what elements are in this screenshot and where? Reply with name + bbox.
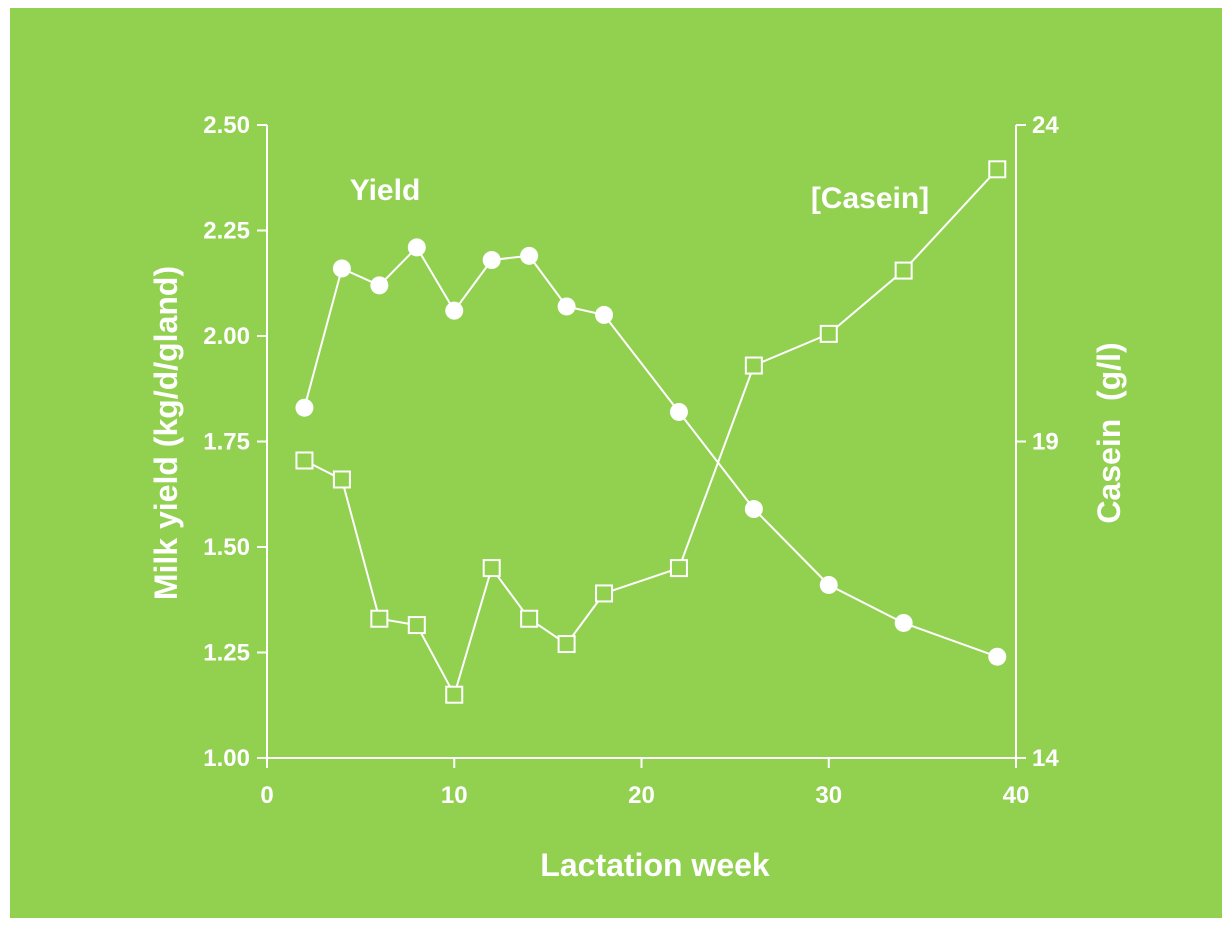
yield-point: [370, 276, 389, 295]
x-tick-label: 40: [1003, 782, 1030, 809]
casein-point: [595, 584, 614, 603]
x-tick-label: 30: [815, 782, 842, 809]
yield-point: [595, 305, 614, 324]
casein-point: [744, 356, 763, 375]
yield-point: [557, 297, 576, 316]
yield-point: [295, 398, 314, 417]
y-tick-label-right: 14: [1032, 745, 1059, 772]
casein-point: [988, 160, 1007, 179]
series-label-yield: Yield: [350, 174, 421, 207]
y-tick-label-left: 2.00: [203, 323, 250, 350]
series-line-yield: [303, 245, 998, 658]
yield-point: [482, 251, 501, 270]
yield-point: [520, 246, 539, 265]
casein-point: [557, 635, 576, 654]
casein-point: [370, 609, 389, 628]
x-axis-title: Lactation week: [540, 847, 770, 883]
y-tick-label-right: 24: [1032, 112, 1059, 139]
yield-point: [445, 301, 464, 320]
yield-point: [988, 647, 1007, 666]
casein-point: [520, 609, 539, 628]
y-tick-label-left: 1.75: [203, 429, 250, 456]
y-tick-label-left: 2.25: [203, 218, 250, 245]
line-chart: 0 10 20 30 40 1.00 1.25 1.50 1.75 2.00 2.25 2.50 14 1…: [148, 112, 1127, 883]
yield-point: [669, 402, 688, 421]
yield-point: [819, 575, 838, 594]
yield-point: [332, 259, 351, 278]
casein-point: [482, 559, 501, 578]
casein-point: [332, 470, 351, 489]
casein-point: [295, 451, 314, 470]
casein-point: [819, 324, 838, 343]
y-tick-label-left: 1.25: [203, 640, 250, 667]
casein-point: [669, 559, 688, 578]
x-tick-label: 20: [628, 782, 655, 809]
y-tick-label-left: 2.50: [203, 112, 250, 139]
x-tick-label: 10: [441, 782, 468, 809]
y-axis-right-title: Casein (g/l): [1091, 342, 1127, 523]
y-tick-label-left: 1.00: [203, 745, 250, 772]
chart-panel: 0 10 20 30 40 1.00 1.25 1.50 1.75 2.00 2.25 2.50 14 1…: [10, 8, 1222, 918]
series-markers: [295, 160, 1007, 704]
x-tick-label: 0: [260, 782, 273, 809]
series-label-casein: [Casein]: [811, 182, 929, 215]
yield-point: [744, 500, 763, 519]
yield-point: [407, 238, 426, 257]
casein-point: [407, 616, 426, 635]
y-axis-left-title: Milk yield (kg/d/gland): [148, 266, 184, 600]
y-tick-label-right: 19: [1032, 429, 1059, 456]
axes: [266, 125, 1017, 759]
casein-point: [894, 261, 913, 280]
y-tick-label-left: 1.50: [203, 534, 250, 561]
yield-point: [894, 613, 913, 632]
ticks: 0 10 20 30 40 1.00 1.25 1.50 1.75 2.00 2.25 2.50 14 1…: [203, 112, 1059, 809]
casein-point: [445, 685, 464, 704]
